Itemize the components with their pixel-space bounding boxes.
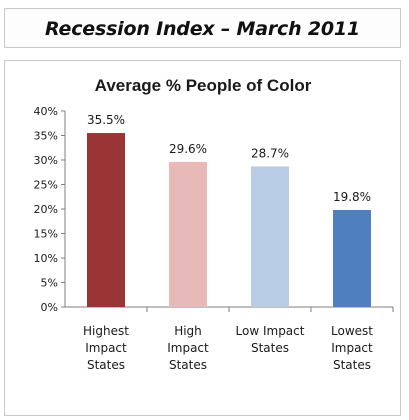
y-tick-label: 40%: [34, 105, 58, 118]
data-label: 19.8%: [333, 190, 371, 204]
bar-chart: Average % People of Color 0% 5% 10% 15% 20% 2…: [34, 76, 394, 372]
header-banner: Recession Index – March 2011: [4, 8, 401, 48]
bar: [251, 166, 289, 307]
data-label: 28.7%: [251, 146, 289, 160]
x-tick-label: Low Impact States: [236, 324, 305, 355]
header-title: Recession Index – March 2011: [45, 18, 360, 40]
y-tick-label: 30%: [34, 154, 58, 167]
y-tick-label: 35%: [34, 130, 58, 143]
y-tick-label: 25%: [34, 179, 58, 192]
chart-panel: Average % People of Color 0% 5% 10% 15% 20% 2…: [4, 60, 401, 416]
y-tick-label: 0%: [41, 301, 58, 314]
y-tick-label: 20%: [34, 203, 58, 216]
x-tick-label: High Impact States: [167, 324, 209, 372]
y-tick-label: 10%: [34, 252, 58, 265]
y-tick-label: 5%: [41, 277, 58, 290]
x-tick-label: Highest Impact States: [83, 324, 129, 372]
bars: [87, 133, 394, 312]
data-label: 35.5%: [87, 113, 125, 127]
x-tick-label: Lowest Impact States: [331, 324, 373, 372]
chart-title: Average % People of Color: [95, 76, 312, 95]
category-labels: Highest Impact States High Impact States Low I…: [83, 324, 373, 372]
data-label: 29.6%: [169, 142, 207, 156]
bar: [169, 161, 207, 307]
bar: [87, 133, 125, 307]
data-labels: 35.5% 29.6% 28.7% 19.8%: [87, 113, 371, 204]
bar: [333, 209, 371, 307]
y-tick-label: 15%: [34, 228, 58, 241]
